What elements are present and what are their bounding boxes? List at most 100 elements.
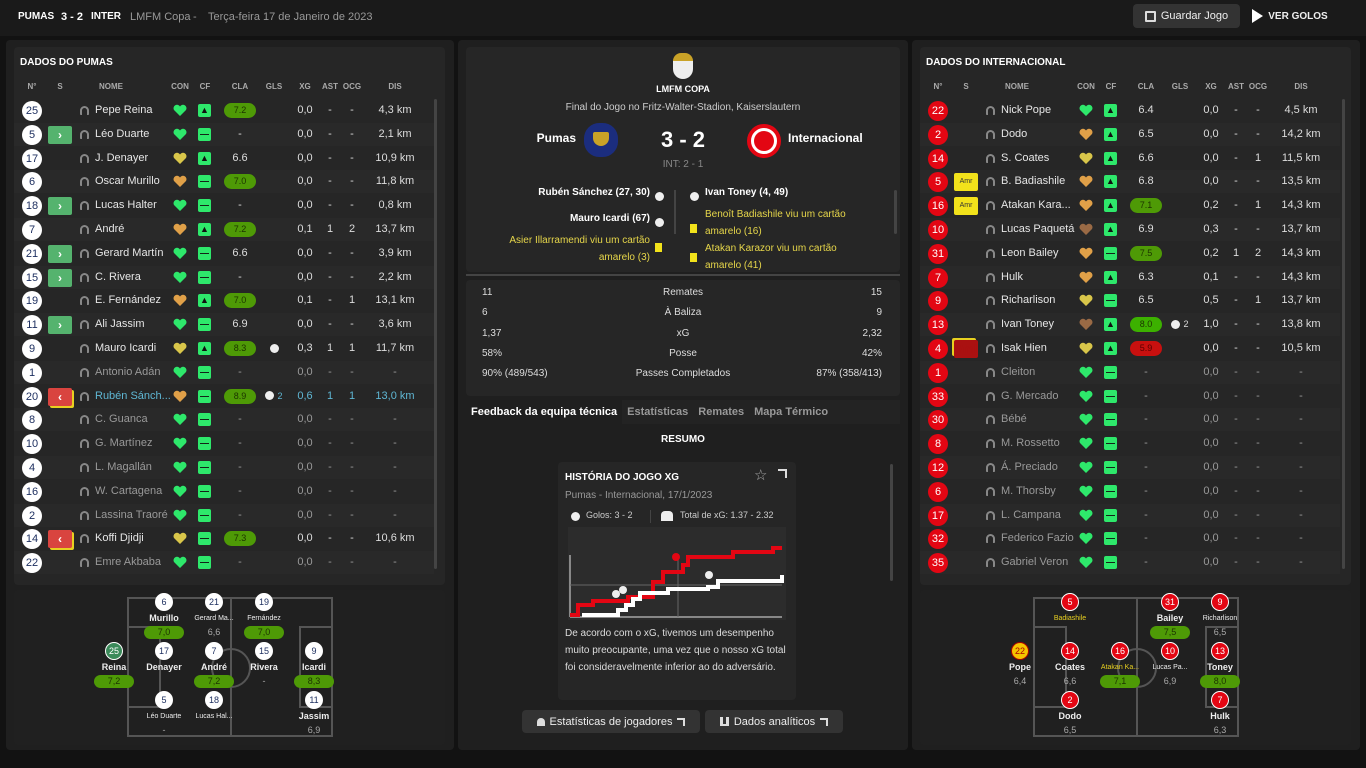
player-name[interactable]: Léo Duarte: [95, 127, 150, 140]
star-icon[interactable]: ☆: [754, 467, 768, 484]
table-row[interactable]: 30 Bébé — - 0,0 - - -: [920, 408, 1340, 432]
table-row[interactable]: 32 Federico Fazio — - 0,0 - - -: [920, 527, 1340, 550]
player-name[interactable]: Leon Bailey: [1001, 246, 1059, 259]
table-row[interactable]: 6 Oscar Murillo — 7.0 0,0 - - 11,8 km: [14, 170, 434, 194]
player-name[interactable]: Emre Akbaba: [95, 556, 162, 569]
player-name[interactable]: Antonio Adán: [95, 365, 161, 378]
pitch-player[interactable]: 5 Léo Duarte -: [140, 691, 188, 737]
table-row[interactable]: 14 ‹ Koffi Djidji — 7.3 0,0 - - 10,6 km: [14, 527, 434, 550]
player-name[interactable]: C. Guanca: [95, 413, 148, 426]
player-name[interactable]: Rubén Sánch...: [95, 389, 171, 402]
table-row[interactable]: 2 Dodo ▲ 6.5 0,0 - - 14,2 km: [920, 122, 1340, 146]
pitch-player[interactable]: 31 Bailey 7,5: [1146, 593, 1194, 639]
pitch-player[interactable]: 25 Reina 7,2: [90, 642, 138, 688]
table-row[interactable]: 7 André ▲ 7.2 0,1 1 2 13,7 km: [14, 218, 434, 241]
table-row[interactable]: 10 G. Martínez — - 0,0 - - -: [14, 432, 434, 455]
player-name[interactable]: Á. Preciado: [1001, 461, 1058, 473]
table-row[interactable]: 21 › Gerard Martín — 6.6 0,0 - - 3,9 km: [14, 242, 434, 265]
scrollbar[interactable]: [1342, 99, 1345, 569]
pitch-player[interactable]: 14 Coates 6,6: [1046, 642, 1094, 688]
player-name[interactable]: Pepe Reina: [95, 104, 153, 116]
table-row[interactable]: 6 M. Thorsby — - 0,0 - - -: [920, 480, 1340, 503]
table-row[interactable]: 22 Nick Pope ▲ 6.4 0,0 - - 4,5 km: [920, 99, 1340, 122]
player-name[interactable]: W. Cartagena: [95, 484, 163, 497]
pitch-player[interactable]: 9 Richarlison 6,5: [1196, 593, 1244, 639]
player-name[interactable]: Federico Fazio: [1001, 532, 1074, 545]
player-name[interactable]: J. Denayer: [95, 151, 149, 164]
pitch-player[interactable]: 22 Pope 6,4: [996, 642, 1044, 688]
player-name[interactable]: Dodo: [1001, 127, 1028, 140]
player-name[interactable]: André: [95, 223, 125, 235]
pitch-player[interactable]: 7 André 7,2: [190, 642, 238, 688]
player-name[interactable]: Lucas Paquetá: [1001, 223, 1075, 235]
table-row[interactable]: 16 W. Cartagena — - 0,0 - - -: [14, 480, 434, 503]
table-row[interactable]: 20 ‹ Rubén Sánch... — 8.9 2 0,6 1 1 13,0 km: [14, 385, 434, 408]
tab-coach-feedback[interactable]: Feedback da equipa técnica: [466, 400, 623, 424]
analytics-button[interactable]: Dados analíticos: [705, 710, 843, 733]
player-name[interactable]: Lassina Traoré: [95, 508, 168, 521]
pitch-player[interactable]: 5 Badiashile: [1046, 593, 1094, 624]
table-row[interactable]: 4 L. Magallán — - 0,0 - - -: [14, 456, 434, 479]
expand-icon[interactable]: [778, 469, 787, 478]
table-row[interactable]: 17 L. Campana — - 0,0 - - -: [920, 503, 1340, 527]
summary-scrollbar[interactable]: [890, 464, 893, 581]
player-name[interactable]: Hulk: [1001, 270, 1024, 283]
table-row[interactable]: 31 Leon Bailey — 7.5 0,2 1 2 14,3 km: [920, 242, 1340, 265]
player-name[interactable]: Gabriel Veron: [1001, 556, 1069, 569]
pitch-player[interactable]: 6 Murillo 7,0: [140, 593, 188, 639]
table-row[interactable]: 1 Antonio Adán — - 0,0 - - -: [14, 360, 434, 384]
save-game-button[interactable]: Guardar Jogo: [1133, 4, 1240, 28]
player-name[interactable]: Lucas Halter: [95, 199, 157, 212]
table-row[interactable]: 5 Amr B. Badiashile ▲ 6.8 0,0 - - 13,5 km: [920, 170, 1340, 194]
table-row[interactable]: 8 M. Rossetto — - 0,0 - - -: [920, 432, 1340, 455]
table-row[interactable]: 7 Hulk ▲ 6.3 0,1 - - 14,3 km: [920, 265, 1340, 289]
tab-shots[interactable]: Remates: [698, 406, 745, 418]
pitch-player[interactable]: 7 Hulk 6,3: [1196, 691, 1244, 737]
player-name[interactable]: G. Martínez: [95, 437, 153, 450]
pitch-player[interactable]: 11 Jassim 6,9: [290, 691, 338, 737]
player-name[interactable]: Isak Hien: [1001, 342, 1047, 354]
table-row[interactable]: 10 Lucas Paquetá ▲ 6.9 0,3 - - 13,7 km: [920, 218, 1340, 241]
view-goals-button[interactable]: VER GOLOS: [1248, 4, 1332, 28]
player-name[interactable]: Oscar Murillo: [95, 175, 160, 188]
table-row[interactable]: 15 › C. Rivera — - 0,0 - - 2,2 km: [14, 265, 434, 289]
player-name[interactable]: L. Campana: [1001, 508, 1061, 521]
pitch-player[interactable]: 19 Fernández 7,0: [240, 593, 288, 639]
player-name[interactable]: G. Mercado: [1001, 389, 1059, 402]
table-row[interactable]: 18 › Lucas Halter — - 0,0 - - 0,8 km: [14, 194, 434, 217]
events-scrollbar[interactable]: [894, 190, 897, 234]
pitch-player[interactable]: 17 Denayer: [140, 642, 188, 673]
table-row[interactable]: 9 Mauro Icardi ▲ 8.3 0,3 1 1 11,7 km: [14, 337, 434, 360]
player-name[interactable]: Ivan Toney: [1001, 318, 1055, 331]
table-row[interactable]: 14 S. Coates ▲ 6.6 0,0 - 1 11,5 km: [920, 147, 1340, 170]
scrollbar[interactable]: [434, 99, 437, 569]
table-row[interactable]: 2 Lassina Traoré — - 0,0 - - -: [14, 503, 434, 527]
table-row[interactable]: 19 E. Fernández ▲ 7.0 0,1 - 1 13,1 km: [14, 289, 434, 312]
player-name[interactable]: Cleiton: [1001, 365, 1036, 378]
pitch-player[interactable]: 2 Dodo 6,5: [1046, 691, 1094, 737]
table-row[interactable]: 16 Amr Atakan Kara... ▲ 7.1 0,2 - 1 14,3 km: [920, 194, 1340, 217]
player-name[interactable]: M. Rossetto: [1001, 437, 1060, 450]
table-row[interactable]: 35 Gabriel Veron — - 0,0 - - -: [920, 551, 1340, 575]
pitch-player[interactable]: 10 Lucas Pa... 6,9: [1146, 642, 1194, 688]
tab-heat-map[interactable]: Mapa Térmico: [754, 406, 829, 418]
table-row[interactable]: 12 Á. Preciado — - 0,0 - - -: [920, 456, 1340, 479]
player-name[interactable]: E. Fernández: [95, 294, 162, 307]
table-row[interactable]: 4 Vml Isak Hien ▲ 5.9 0,0 - - 10,5 km: [920, 337, 1340, 360]
table-row[interactable]: 11 › Ali Jassim — 6.9 0,0 - - 3,6 km: [14, 313, 434, 337]
player-name[interactable]: Bébé: [1001, 413, 1027, 426]
pitch-player[interactable]: 9 Icardi 8,3: [290, 642, 338, 688]
player-name[interactable]: L. Magallán: [95, 461, 152, 473]
player-name[interactable]: Mauro Icardi: [95, 342, 157, 354]
player-name[interactable]: B. Badiashile: [1001, 175, 1066, 188]
tab-statistics[interactable]: Estatísticas: [627, 406, 689, 418]
table-row[interactable]: 25 Pepe Reina ▲ 7.2 0,0 - - 4,3 km: [14, 99, 434, 122]
player-name[interactable]: M. Thorsby: [1001, 484, 1056, 497]
player-name[interactable]: Gerard Martín: [95, 246, 164, 259]
player-name[interactable]: S. Coates: [1001, 151, 1050, 164]
pitch-player[interactable]: 15 Rivera -: [240, 642, 288, 688]
table-row[interactable]: 13 Ivan Toney ▲ 8.0 2 1,0 - - 13,8 km: [920, 313, 1340, 337]
table-row[interactable]: 9 Richarlison — 6.5 0,5 - 1 13,7 km: [920, 289, 1340, 312]
player-stats-button[interactable]: Estatísticas de jogadores: [522, 710, 700, 733]
player-name[interactable]: Atakan Kara...: [1001, 199, 1071, 212]
